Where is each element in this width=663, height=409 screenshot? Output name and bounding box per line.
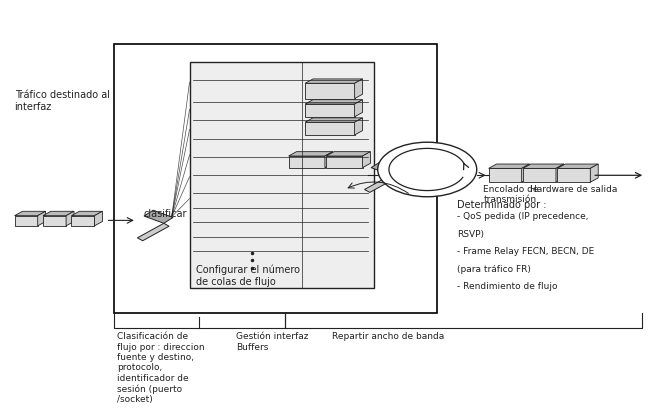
Polygon shape [489,169,522,183]
Text: Gestión interfaz
Buffers: Gestión interfaz Buffers [236,331,308,351]
Polygon shape [371,162,400,175]
FancyBboxPatch shape [190,63,375,288]
Polygon shape [43,212,74,216]
Polygon shape [305,80,363,84]
Text: RSVP): RSVP) [457,229,484,238]
Polygon shape [558,169,590,183]
Polygon shape [363,152,371,168]
Polygon shape [305,105,355,117]
Polygon shape [288,157,325,168]
Text: Encolado de
transmisión: Encolado de transmisión [483,184,539,204]
Polygon shape [355,101,363,117]
Polygon shape [137,224,169,241]
Polygon shape [326,157,363,168]
FancyBboxPatch shape [113,45,437,313]
Text: (para tráfico FR): (para tráfico FR) [457,264,531,273]
Text: Configurar el número
de colas de flujo: Configurar el número de colas de flujo [196,264,300,286]
Polygon shape [590,164,598,183]
Polygon shape [15,216,38,226]
Polygon shape [305,119,363,123]
Text: Determinado por :: Determinado por : [457,199,546,209]
Polygon shape [523,169,556,183]
Polygon shape [144,211,173,224]
Polygon shape [305,101,363,105]
Polygon shape [523,164,564,169]
Polygon shape [305,84,355,99]
Polygon shape [288,152,333,157]
Polygon shape [325,152,333,168]
Polygon shape [305,123,355,136]
Polygon shape [38,212,46,226]
Polygon shape [355,119,363,136]
Text: Hardware de salida: Hardware de salida [530,184,617,193]
Polygon shape [72,216,95,226]
Text: - Frame Relay FECN, BECN, DE: - Frame Relay FECN, BECN, DE [457,247,594,256]
Circle shape [378,143,477,197]
Polygon shape [556,164,564,183]
Polygon shape [489,164,530,169]
Text: clasificar: clasificar [143,208,187,218]
Polygon shape [66,212,74,226]
Text: Clasificación de
flujo por : direccion
fuente y destino,
protocolo,
identificado: Clasificación de flujo por : direccion f… [117,331,205,403]
Polygon shape [72,212,102,216]
Text: - QoS pedida (IP precedence,: - QoS pedida (IP precedence, [457,212,589,221]
Polygon shape [365,175,396,193]
Polygon shape [95,212,102,226]
Polygon shape [522,164,530,183]
Polygon shape [43,216,66,226]
Polygon shape [326,152,371,157]
Polygon shape [558,164,598,169]
Text: Repartir ancho de banda: Repartir ancho de banda [332,331,444,340]
Polygon shape [355,80,363,99]
Text: Tráfico destinado al
interfaz: Tráfico destinado al interfaz [15,90,109,112]
Polygon shape [15,212,46,216]
Text: - Rendimiento de flujo: - Rendimiento de flujo [457,281,558,290]
